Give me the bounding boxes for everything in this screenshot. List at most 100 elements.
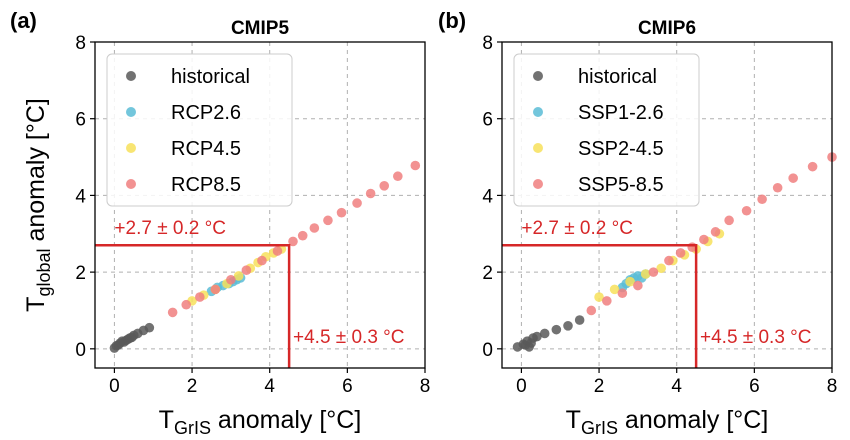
data-point-rcp8-5: [297, 230, 308, 241]
data-point-ssp5-8-5: [788, 173, 798, 183]
data-point-rcp8-5: [309, 223, 320, 233]
annotation: +4.5 ± 0.3 °C: [700, 327, 812, 348]
panel-a: 0 2 4 6 8 0 2 4 6 8 +2.7 ± 0.2 °C +4.5 ± 0.3 °C hist…: [10, 8, 430, 438]
data-point-rcp8-5: [226, 274, 236, 285]
data-point-ssp5-8-5: [757, 194, 767, 205]
data-point-ssp5-8-5: [633, 280, 643, 291]
threshold-line: [95, 244, 291, 368]
legend-marker: [126, 143, 136, 153]
data-point-ssp2-4-5: [594, 292, 604, 302]
legend-label: RCP4.5: [171, 138, 241, 160]
legend-marker: [533, 179, 543, 189]
annotation: +4.5 ± 0.3 °C: [293, 327, 405, 348]
x-tick-label: 0: [516, 376, 527, 397]
axes-frame: [501, 41, 833, 369]
data-point-historical: [539, 328, 550, 339]
data-point-ssp2-4-5: [609, 284, 620, 295]
data-point-ssp5-8-5: [675, 248, 686, 258]
data-point-historical: [574, 315, 585, 325]
panel-label: (a): [10, 8, 37, 33]
y-tick-label: 6: [482, 110, 493, 131]
panel-b: 0 2 4 6 8 0 2 4 6 8 +2.7 ± 0.2 °C +4.5 ± 0.3 °C hist…: [438, 8, 837, 438]
legend-label: RCP8.5: [171, 174, 241, 196]
y-tick-label: 4: [75, 186, 86, 207]
x-axis-label-main: T: [566, 406, 581, 434]
x-tick-label: 8: [827, 376, 838, 397]
x-axis-label-main: T: [159, 406, 174, 434]
threshold-line: [502, 244, 698, 368]
data-point-rcp8-5: [167, 307, 178, 318]
legend-marker: [533, 71, 543, 81]
data-point-rcp8-5: [352, 198, 362, 208]
chart-title: CMIP5: [231, 18, 290, 39]
x-tick-label: 4: [264, 376, 275, 397]
legend-box: [106, 53, 293, 207]
x-axis-label-sub: GrIS: [581, 418, 618, 438]
x-tick-label: 4: [671, 376, 682, 397]
data-point-rcp8-5: [323, 215, 333, 226]
panel-label: (b): [438, 8, 466, 33]
data-point-rcp8-5: [379, 181, 390, 191]
legend-label: SSP2-4.5: [578, 138, 664, 160]
data-point-ssp5-8-5: [586, 305, 597, 316]
x-tick-label: 6: [749, 376, 760, 397]
legend-box: [513, 53, 700, 207]
data-point-ssp5-8-5: [648, 267, 659, 277]
data-point-ssp5-8-5: [724, 215, 734, 226]
data-point-rcp8-5: [288, 236, 298, 247]
x-tick-label: 2: [594, 376, 605, 397]
data-point-rcp8-5: [365, 188, 376, 199]
data-point-rcp8-5: [410, 160, 421, 171]
legend-label: SSP1-2.6: [578, 102, 664, 124]
x-tick-label: 0: [109, 376, 120, 397]
data-point-rcp8-5: [195, 292, 205, 302]
data-point-historical: [144, 322, 155, 333]
legend-marker: [126, 179, 136, 189]
x-axis-label: TGrIS anomaly [°C]: [159, 406, 362, 438]
y-tick-label: 8: [75, 33, 86, 54]
y-tick-label: 2: [482, 263, 493, 284]
data-point-historical: [532, 331, 542, 342]
annotation: +2.7 ± 0.2 °C: [521, 218, 633, 239]
chart-title: CMIP6: [638, 18, 696, 39]
x-tick-label: 6: [342, 376, 353, 397]
legend-label: SSP5-8.5: [578, 174, 664, 196]
data-point-rcp8-5: [336, 207, 347, 218]
y-tick-label: 2: [75, 263, 86, 284]
y-tick-label: 0: [75, 340, 86, 361]
annotation: +2.7 ± 0.2 °C: [114, 218, 226, 239]
x-axis-label-rest: anomaly [°C]: [211, 406, 361, 434]
data-point-ssp2-4-5: [656, 263, 666, 274]
data-point-ssp5-8-5: [807, 161, 818, 172]
y-tick-label: 8: [482, 33, 493, 54]
data-point-ssp5-8-5: [772, 182, 783, 193]
legend-label: RCP2.6: [171, 102, 241, 124]
data-point-ssp5-8-5: [617, 288, 628, 299]
data-point-rcp8-5: [181, 299, 192, 310]
data-point-historical: [563, 321, 573, 331]
data-point-ssp2-4-5: [640, 269, 651, 279]
x-tick-label: 2: [187, 376, 198, 397]
y-tick-label: 4: [482, 186, 493, 207]
legend-marker: [533, 107, 543, 117]
data-point-rcp8-5: [272, 246, 283, 256]
legend-label: historical: [171, 66, 250, 88]
data-point-rcp8-5: [241, 265, 252, 276]
data-point-ssp5-8-5: [602, 296, 612, 306]
x-axis-label-rest: anomaly [°C]: [618, 406, 768, 434]
legend-marker: [533, 143, 543, 153]
data-point-rcp4-5: [233, 271, 244, 281]
y-tick-label: 0: [482, 340, 493, 361]
data-point-ssp2-4-5: [625, 276, 635, 287]
data-point-ssp5-8-5: [741, 205, 752, 216]
legend-label: historical: [578, 66, 657, 88]
y-tick-label: 6: [75, 110, 86, 131]
x-axis-label: TGrIS anomaly [°C]: [566, 406, 769, 438]
data-point-rcp8-5: [257, 255, 267, 266]
data-point-ssp5-8-5: [664, 255, 674, 266]
data-point-ssp5-8-5: [699, 234, 709, 245]
legend-marker: [126, 107, 136, 117]
y-axis-label: Tglobal anomaly [°C]: [22, 98, 54, 312]
x-axis-label-sub: GrIS: [174, 418, 211, 438]
